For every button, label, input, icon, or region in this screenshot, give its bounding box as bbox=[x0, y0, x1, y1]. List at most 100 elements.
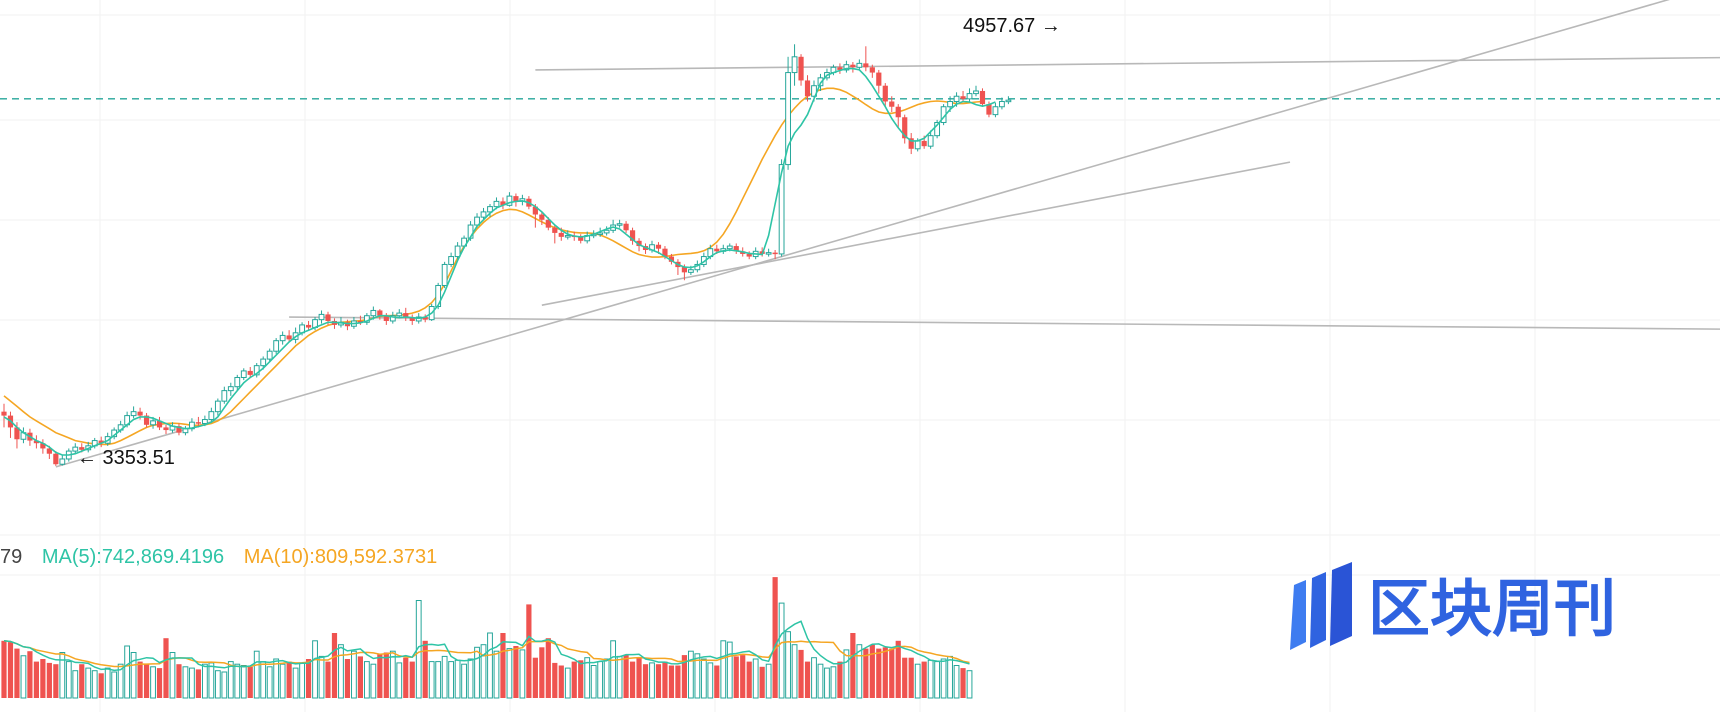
candle-78 bbox=[506, 192, 513, 207]
candle-body bbox=[396, 312, 403, 317]
volume-bar-96 bbox=[623, 655, 629, 698]
volume-bar-6 bbox=[40, 659, 46, 698]
volume-bar-127 bbox=[824, 667, 830, 699]
volume-bar-4 bbox=[27, 651, 33, 698]
candle-body bbox=[973, 90, 979, 95]
volume-bar-108 bbox=[700, 658, 707, 699]
candle-body bbox=[247, 370, 253, 375]
volume-bar-105 bbox=[681, 655, 687, 698]
candle-body bbox=[714, 248, 720, 252]
candle-20 bbox=[130, 406, 137, 419]
candle-body bbox=[150, 420, 156, 426]
volume-bar-52 bbox=[338, 644, 344, 699]
candle-25 bbox=[163, 424, 169, 434]
candle-body bbox=[1005, 99, 1012, 103]
volume-bar-99 bbox=[642, 664, 649, 698]
candle-133 bbox=[863, 46, 869, 72]
candle-body bbox=[869, 67, 875, 73]
volume-bar-81 bbox=[526, 604, 532, 698]
candle-body bbox=[40, 443, 46, 449]
candle-body bbox=[240, 370, 247, 378]
volume-bar-142 bbox=[921, 661, 927, 698]
candle-body bbox=[539, 214, 545, 220]
candle-body bbox=[733, 246, 739, 252]
candle-body bbox=[927, 135, 934, 147]
volume-bar-145 bbox=[940, 658, 947, 699]
candle-body bbox=[357, 320, 363, 323]
volume-bar-129 bbox=[837, 661, 843, 698]
candle-body bbox=[662, 248, 668, 257]
candle-body bbox=[668, 256, 675, 262]
candle-body bbox=[902, 117, 908, 139]
candle-body bbox=[804, 80, 811, 97]
candle-119 bbox=[772, 250, 778, 260]
volume-bar-90 bbox=[584, 657, 591, 699]
volume-legend: 79 MA(5):742,869.4196 MA(10):809,592.373… bbox=[0, 546, 437, 568]
volume-bar-59 bbox=[383, 652, 389, 698]
volume-bar-94 bbox=[610, 640, 617, 699]
candle-148 bbox=[960, 90, 966, 102]
volume-bar-75 bbox=[487, 632, 493, 699]
volume-bar-51 bbox=[331, 633, 338, 698]
candle-body bbox=[681, 267, 687, 273]
volume-bar-116 bbox=[752, 658, 759, 699]
volume-bar-82 bbox=[532, 657, 538, 698]
volume-ma-lines bbox=[3, 620, 970, 672]
candle-144 bbox=[934, 119, 941, 139]
volume-ma5-polyline bbox=[3, 620, 970, 672]
candle-62 bbox=[403, 307, 409, 321]
volume-bar-33 bbox=[214, 670, 221, 699]
volume-bar-134 bbox=[869, 644, 875, 698]
candle-93 bbox=[603, 226, 610, 236]
volume-bar-19 bbox=[124, 645, 131, 699]
candle-body bbox=[552, 227, 558, 233]
candle-153 bbox=[992, 102, 999, 118]
candle-body bbox=[325, 314, 331, 321]
candle-body bbox=[403, 313, 409, 318]
candle-body bbox=[221, 390, 228, 402]
candle-136 bbox=[882, 83, 888, 107]
volume-bar-8 bbox=[53, 664, 59, 698]
support-trendline-short bbox=[541, 161, 1291, 306]
candle-body bbox=[564, 235, 571, 238]
volume-bar-104 bbox=[675, 665, 681, 698]
candle-body bbox=[227, 386, 234, 392]
candle-body bbox=[435, 284, 442, 308]
trend-lines bbox=[55, 0, 1720, 468]
candle-body bbox=[441, 263, 448, 286]
candle-body bbox=[454, 245, 461, 258]
candle-body bbox=[558, 232, 564, 237]
high-price-annotation: 4957.67 → bbox=[963, 15, 1061, 37]
candle-122 bbox=[791, 44, 798, 86]
candle-32 bbox=[208, 407, 215, 423]
candle-body bbox=[863, 63, 869, 68]
volume-bar-88 bbox=[571, 661, 577, 698]
candle-body bbox=[163, 427, 169, 431]
candle-body bbox=[856, 62, 863, 68]
volume-bar-41 bbox=[266, 666, 273, 699]
ma5-line bbox=[3, 67, 996, 456]
volume-bar-13 bbox=[85, 667, 92, 699]
candle-body bbox=[363, 315, 370, 323]
volume-bar-147 bbox=[953, 665, 960, 699]
volume-bar-1 bbox=[7, 642, 14, 698]
candle-body bbox=[130, 411, 137, 417]
volume-bar-135 bbox=[876, 648, 882, 698]
volume-bar-128 bbox=[830, 666, 837, 699]
volume-bar-32 bbox=[208, 662, 215, 699]
volume-bar-143 bbox=[927, 659, 934, 699]
volume-bar-42 bbox=[273, 658, 280, 699]
candle-140 bbox=[908, 133, 914, 155]
candle-1 bbox=[7, 411, 14, 438]
candle-body bbox=[778, 164, 785, 255]
volume-bar-76 bbox=[493, 650, 500, 699]
volume-bar-21 bbox=[137, 661, 143, 698]
volume-bar-85 bbox=[552, 662, 558, 698]
candle-body bbox=[603, 229, 610, 234]
candle-body bbox=[1, 411, 7, 416]
volume-bar-53 bbox=[344, 659, 351, 698]
candle-body bbox=[195, 422, 201, 424]
candle-143 bbox=[927, 130, 934, 149]
volume-bar-144 bbox=[934, 661, 941, 699]
